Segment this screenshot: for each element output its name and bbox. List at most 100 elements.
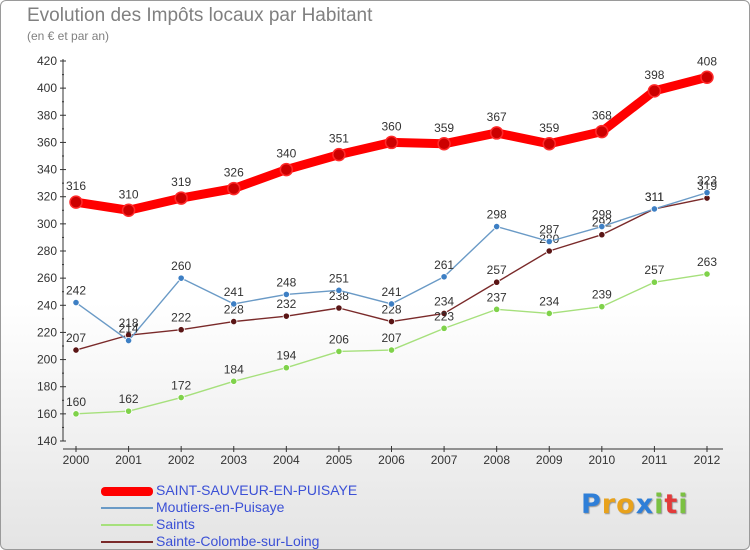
x-tick-label: 2001 — [115, 453, 142, 467]
legend-swatch — [101, 486, 153, 496]
data-label: 234 — [434, 294, 454, 308]
data-point — [387, 346, 396, 354]
data-label: 241 — [381, 285, 401, 299]
x-tick-label: 2000 — [63, 453, 90, 467]
data-point — [700, 70, 714, 85]
data-point — [437, 137, 451, 151]
data-label: 310 — [119, 187, 139, 201]
y-tick-label: 200 — [37, 353, 57, 367]
data-point — [72, 346, 80, 354]
proxiti-logo: Proxiti — [581, 489, 689, 520]
logo-letter: r — [601, 489, 617, 520]
data-point — [545, 237, 553, 246]
data-point — [332, 147, 346, 162]
y-tick-label: 260 — [37, 271, 57, 285]
legend-item: Saints — [101, 516, 501, 534]
y-tick-label: 280 — [37, 244, 57, 258]
data-point — [647, 84, 662, 98]
y-tick-label: 300 — [37, 217, 57, 231]
series-line-3 — [75, 197, 708, 351]
data-point — [387, 300, 396, 308]
data-point — [545, 247, 553, 255]
data-point — [177, 274, 185, 282]
data-label: 257 — [487, 263, 507, 277]
data-point — [227, 181, 241, 196]
data-point — [72, 298, 80, 307]
data-point — [282, 290, 290, 299]
data-point — [598, 231, 606, 239]
data-label: 311 — [645, 190, 664, 204]
data-label: 206 — [329, 332, 349, 346]
data-label: 234 — [539, 294, 559, 308]
data-label: 319 — [171, 175, 191, 189]
x-tick-label: 2002 — [168, 453, 195, 467]
data-point — [124, 336, 133, 345]
data-label: 172 — [171, 379, 191, 393]
data-label: 232 — [276, 297, 296, 311]
data-label: 228 — [224, 303, 244, 317]
data-label: 360 — [381, 119, 401, 133]
data-point — [440, 273, 448, 281]
x-tick-label: 2007 — [431, 453, 458, 467]
data-point — [69, 195, 83, 209]
data-label: 207 — [66, 331, 86, 345]
y-tick-label: 340 — [37, 163, 57, 177]
data-point — [650, 278, 659, 286]
x-tick-label: 2005 — [326, 453, 353, 467]
data-label: 287 — [539, 223, 559, 237]
data-point — [335, 286, 343, 294]
legend-label: SAINT-SAUVEUR-EN-PUISAYE — [156, 482, 358, 498]
y-tick-label: 400 — [37, 81, 57, 95]
legend-item: Moutiers-en-Puisaye — [101, 499, 501, 517]
data-point — [230, 317, 238, 326]
data-point — [279, 162, 294, 177]
y-tick-label: 320 — [37, 190, 57, 204]
data-label: 257 — [644, 263, 664, 277]
data-label: 351 — [329, 132, 349, 146]
data-label: 398 — [644, 68, 664, 82]
legend-item: SAINT-SAUVEUR-EN-PUISAYE — [101, 482, 501, 500]
data-label: 218 — [119, 316, 139, 330]
legend-label: Saints — [156, 516, 195, 532]
y-tick-label: 160 — [37, 407, 57, 421]
y-tick-label: 380 — [37, 108, 57, 122]
legend-swatch — [101, 524, 153, 526]
data-label: 261 — [434, 258, 454, 272]
chart-title: Evolution des Impôts locaux par Habitant — [27, 5, 373, 26]
data-point — [124, 407, 133, 415]
data-point — [72, 410, 80, 418]
data-point — [387, 317, 396, 326]
data-label: 367 — [487, 110, 507, 124]
logo-letter: i — [678, 489, 689, 520]
data-point — [595, 124, 609, 139]
data-point — [703, 189, 711, 197]
data-label: 228 — [381, 303, 401, 317]
data-point — [493, 305, 501, 313]
y-tick-label: 180 — [37, 380, 57, 394]
data-point — [650, 205, 659, 213]
data-label: 311 — [645, 190, 664, 204]
data-label: 248 — [276, 275, 296, 289]
data-label: 260 — [171, 259, 191, 273]
data-point — [598, 303, 606, 311]
data-label: 359 — [434, 121, 454, 135]
data-label: 222 — [171, 311, 191, 325]
data-point — [230, 300, 238, 308]
data-point — [177, 393, 185, 402]
data-label: 251 — [329, 271, 349, 285]
data-point — [545, 309, 553, 318]
data-label: 237 — [487, 290, 507, 304]
data-label: 408 — [697, 54, 717, 68]
legend-item: Sainte-Colombe-sur-Loing — [101, 533, 501, 549]
data-label: 214 — [119, 322, 139, 336]
data-label: 241 — [224, 285, 244, 299]
legend-swatch — [101, 541, 153, 543]
x-tick-label: 2004 — [273, 453, 300, 467]
data-point — [489, 126, 504, 140]
data-label: 298 — [487, 208, 507, 222]
data-label: 194 — [276, 349, 296, 363]
data-label: 319 — [697, 179, 717, 193]
y-tick-label: 240 — [37, 298, 57, 312]
